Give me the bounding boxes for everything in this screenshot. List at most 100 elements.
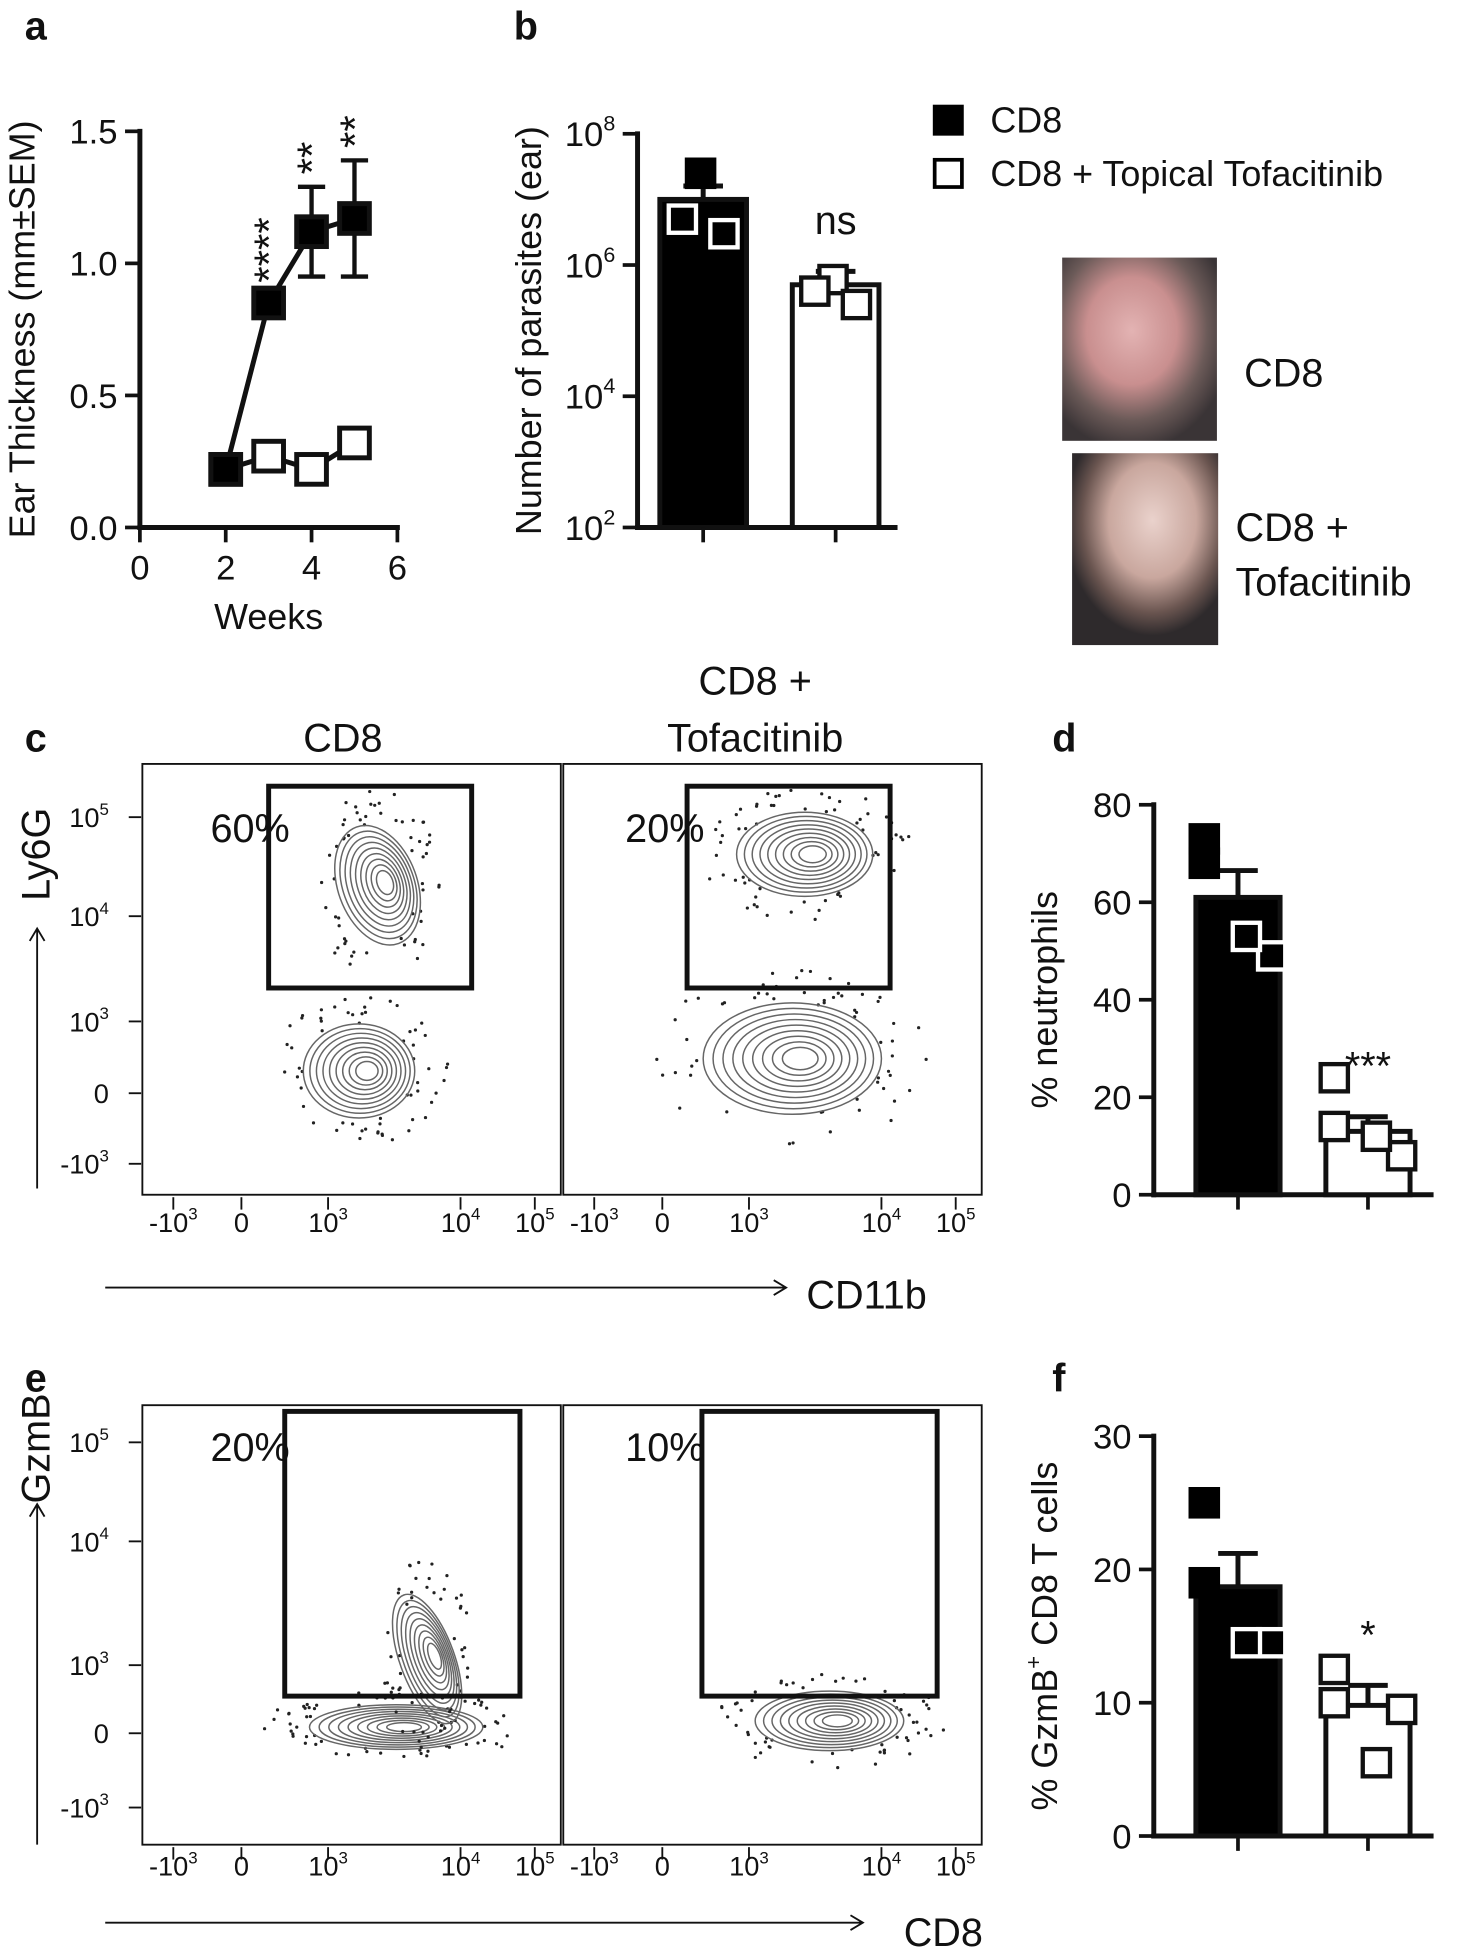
text-part: 10 [308,1851,338,1882]
event-dot [297,1066,301,1070]
x-tick-label: -103 [570,1205,619,1238]
event-dot [822,998,826,1003]
contour [349,841,412,927]
event-dot [820,792,824,796]
superscript: 5 [966,1848,975,1867]
event-dot [337,924,341,928]
event-dot [379,811,383,815]
event-dot [917,1026,921,1030]
superscript: 5 [966,1205,975,1224]
event-dot [774,794,778,798]
event-dot [419,919,423,923]
event-dot [343,997,347,1002]
event-dot [425,843,429,847]
contour [376,1719,430,1735]
event-dot [342,818,347,822]
event-dot [414,1576,418,1580]
event-dot [341,823,345,827]
x-tick-label: 0 [655,1851,670,1882]
x-tick-label: 103 [729,1205,769,1238]
x-tick-label: 2 [216,549,235,587]
contour [357,1715,446,1739]
y-tick-label: 20 [1093,1080,1132,1118]
event-dot [921,1699,926,1703]
x-axis-label: CD11b [806,1274,926,1318]
event-dot [443,1726,447,1730]
gate [699,1408,940,1699]
bar [789,282,882,530]
event-dot [397,1587,401,1591]
event-dot [305,1702,309,1707]
text-part: 10 [308,1207,338,1238]
event-dot [348,962,352,966]
photo [1062,257,1217,441]
event-dot [824,810,828,814]
event-dot [439,1597,443,1601]
event-dot [303,1741,307,1745]
gate [684,783,893,991]
contour [354,847,408,921]
event-dot [941,1728,945,1732]
contour [779,1699,886,1743]
event-dot [738,807,743,811]
event-dot [924,1057,928,1062]
event-dot [907,834,911,839]
superscript: 4 [892,1848,901,1867]
event-dot [465,1675,470,1679]
event-dot [400,820,404,824]
event-dot [876,1076,881,1080]
event-dot [409,1093,413,1097]
text-part: 10 [69,1526,99,1557]
contour [344,836,415,934]
contour [334,824,422,946]
event-dot [759,1751,763,1755]
event-dot [765,913,769,918]
error-bar [1348,1682,1388,1706]
event-dot [287,1712,291,1716]
event-dot [383,1681,387,1685]
event-dot [439,1723,444,1728]
superscript: 5 [100,800,109,819]
event-dot [355,811,359,815]
data-point [1188,847,1221,880]
contour [328,1041,398,1100]
event-dot [410,849,414,853]
event-dot [502,1714,506,1718]
event-dot [448,1710,452,1714]
contour [702,1002,883,1116]
event-dot [753,1755,757,1760]
event-dot [312,1707,317,1711]
event-dot [858,817,862,822]
event-dot [427,1576,431,1581]
event-dot [685,1037,689,1042]
contour [391,1593,463,1725]
y-tick-label: 80 [1093,787,1132,825]
event-dot [302,1704,306,1708]
event-dot [454,1596,459,1600]
event-dot [857,1108,861,1112]
event-dot [769,803,774,808]
event-dot [311,1121,316,1125]
event-dot [464,1742,468,1746]
text-part: 10 [69,901,99,932]
event-dot [801,1686,805,1690]
event-dot [719,840,723,845]
event-dot [890,1054,894,1058]
event-dot [802,991,806,995]
superscript: 4 [100,1524,109,1543]
event-dot [827,795,832,800]
event-dot [925,1703,929,1707]
event-dot [402,1754,406,1759]
event-dot [390,1138,395,1142]
event-dot [442,1587,446,1591]
marker [337,425,372,461]
event-dot [368,789,372,794]
event-dot [753,1741,757,1745]
marker [208,452,244,487]
event-dot [408,1563,412,1567]
event-dot [388,999,392,1003]
significance: ns [815,199,857,243]
contour [309,1027,411,1115]
axis-arrow [28,926,46,1189]
